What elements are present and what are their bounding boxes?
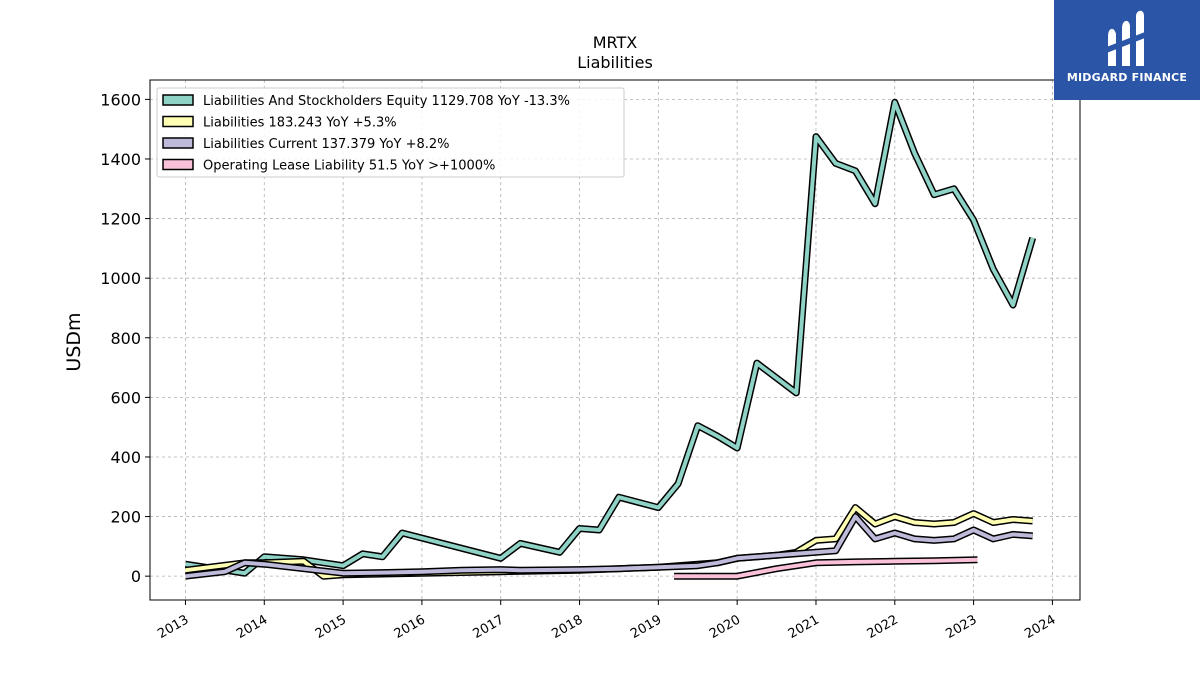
series-lines — [184, 98, 1037, 580]
series-line — [185, 514, 1033, 579]
y-axis: 0 200 400 600 800 1000 1200 1400 1600 — [100, 90, 150, 586]
legend-swatch — [162, 115, 194, 128]
x-axis: 2013 2014 2015 2016 2017 2018 2019 2020 2021 2022… — [155, 600, 1058, 642]
series-line — [674, 557, 978, 579]
x-tick-label: 2016 — [392, 612, 428, 642]
x-tick-label: 2014 — [234, 612, 270, 642]
legend-label: Liabilities 183.243 YoY +5.3% — [203, 116, 397, 131]
legend-swatch — [162, 158, 194, 171]
legend-label: Liabilities Current 137.379 YoY +8.2% — [203, 137, 450, 152]
y-tick-label: 1400 — [100, 150, 141, 169]
brand-name: MIDGARD FINANCE — [1066, 71, 1188, 84]
legend-label: Liabilities And Stockholders Equity 1129… — [203, 94, 570, 109]
brand-logo-icon — [1104, 10, 1150, 67]
x-tick-label: 2018 — [549, 612, 585, 642]
x-tick-label: 2013 — [155, 612, 191, 642]
legend-swatch — [162, 94, 194, 106]
legend: Liabilities And Stockholders Equity 1129… — [156, 87, 625, 178]
y-tick-label: 400 — [110, 448, 141, 467]
chart-subtitle: Liabilities — [577, 53, 653, 72]
y-tick-label: 1000 — [100, 269, 141, 288]
series-line — [185, 100, 1035, 576]
legend-label: Operating Lease Liability 51.5 YoY >+100… — [203, 159, 495, 174]
y-tick-label: 800 — [110, 329, 141, 348]
legend-box — [156, 87, 625, 178]
x-tick-label: 2017 — [471, 612, 507, 642]
brand-logo: MIDGARD FINANCE — [1054, 0, 1200, 100]
x-tick-label: 2022 — [865, 612, 901, 642]
y-tick-label: 0 — [131, 567, 141, 586]
y-tick-label: 1600 — [100, 90, 141, 109]
x-tick-label: 2023 — [943, 612, 979, 642]
y-tick-label: 1200 — [100, 210, 141, 229]
y-axis-label: USDm — [63, 312, 85, 371]
x-tick-label: 2019 — [628, 612, 664, 642]
x-tick-label: 2020 — [707, 612, 743, 642]
y-tick-label: 600 — [110, 388, 141, 407]
legend-swatch — [162, 137, 194, 149]
x-tick-label: 2021 — [786, 612, 822, 642]
y-tick-label: 200 — [110, 508, 141, 527]
chart-title: MRTX — [593, 33, 638, 52]
x-tick-label: 2015 — [313, 612, 349, 642]
x-tick-label: 2024 — [1022, 612, 1058, 642]
plot-frame — [149, 79, 1081, 601]
